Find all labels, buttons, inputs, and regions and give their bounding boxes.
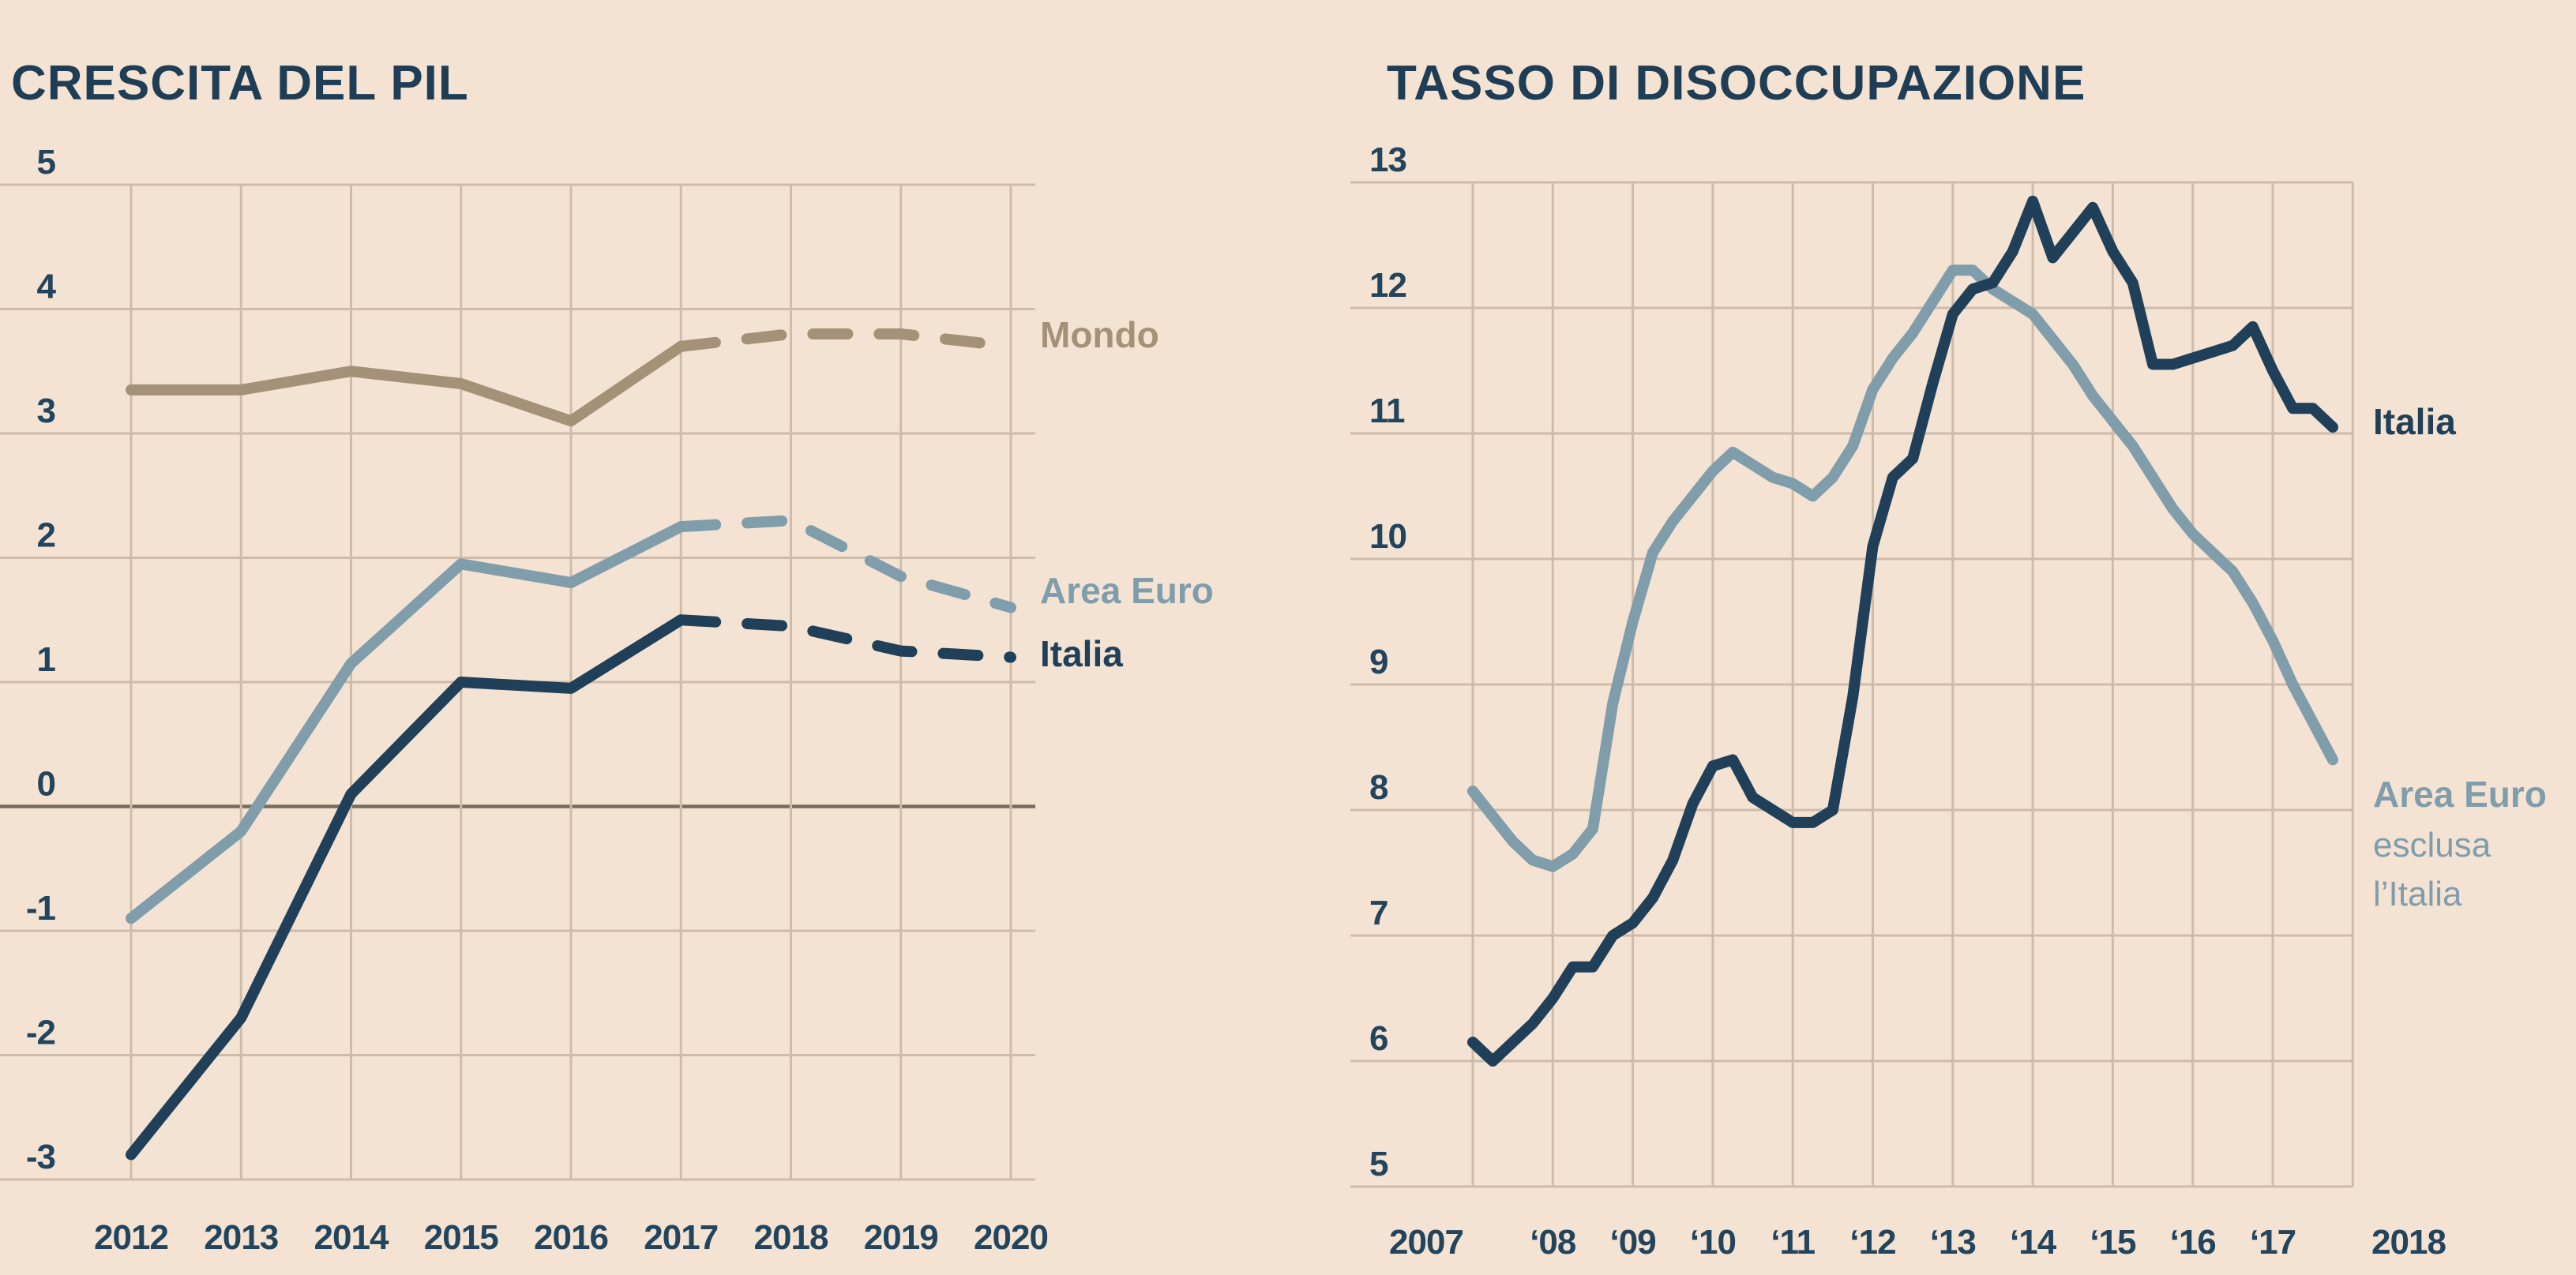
x-tick-label: 2014	[314, 1218, 389, 1257]
series-label-area-euro-unemployment: Area Euro	[2373, 774, 2547, 815]
y-tick-label: 6	[1369, 1019, 1388, 1058]
series-line-forecast-dashed-Mondo	[675, 328, 1016, 352]
y-tick-label: 2	[37, 516, 55, 555]
series-line-solid-Mondo	[126, 340, 687, 427]
series-label-italia-gdp: Italia	[1040, 633, 1123, 674]
y-tick-label: 5	[1369, 1145, 1388, 1183]
x-tick-label: ‘16	[2170, 1223, 2216, 1262]
series-sublabel-esclusa: esclusa	[2373, 826, 2492, 864]
y-tick-label: -2	[26, 1014, 55, 1052]
x-tick-label: ‘10	[1690, 1223, 1736, 1262]
series-line-forecast-dashed-Area Euro	[675, 515, 1016, 613]
chart-title-gdp-growth: CRESCITA DEL PIL	[11, 56, 469, 111]
series-line-forecast-dashed-Italia	[675, 614, 1016, 663]
series-label-area-euro-gdp: Area Euro	[1040, 570, 1214, 611]
series-label-italia-unemployment: Italia	[2373, 401, 2456, 442]
x-tick-label: 2019	[864, 1218, 938, 1257]
y-tick-label: 1	[37, 640, 56, 679]
series-line-Area Euro	[1467, 264, 2338, 872]
series-line-Italia	[1467, 195, 2338, 1067]
chart-title-unemployment-rate: TASSO DI DISOCCUPAZIONE	[1387, 56, 2086, 111]
x-tick-label: ‘13	[1930, 1223, 1976, 1262]
y-tick-label: 7	[1369, 894, 1388, 932]
y-tick-label: 12	[1369, 266, 1406, 305]
x-tick-label: 2016	[534, 1218, 608, 1257]
x-tick-label: 2018	[2371, 1223, 2446, 1262]
x-tick-label: 2012	[94, 1218, 168, 1257]
y-tick-label: 5	[37, 143, 56, 182]
x-tick-label: 2017	[644, 1218, 718, 1257]
series-line-solid-Italia	[126, 614, 687, 1161]
y-tick-label: -1	[26, 889, 56, 928]
y-tick-label: -3	[26, 1138, 55, 1176]
x-tick-label: 2013	[204, 1218, 278, 1257]
y-tick-label: 9	[1369, 643, 1388, 681]
x-tick-label: ‘09	[1610, 1223, 1656, 1262]
x-tick-label: 2015	[424, 1218, 498, 1257]
x-tick-label: ‘11	[1771, 1223, 1815, 1262]
series-sublabel-l-italia: l’Italia	[2373, 875, 2462, 913]
y-tick-label: 10	[1369, 517, 1406, 556]
y-tick-label: 3	[37, 392, 55, 430]
x-tick-label: ‘14	[2010, 1223, 2057, 1262]
x-tick-label: 2020	[974, 1218, 1048, 1257]
x-tick-label: ‘08	[1530, 1223, 1576, 1262]
y-tick-label: 13	[1369, 141, 1406, 179]
series-label-mondo-gdp: Mondo	[1040, 314, 1159, 355]
x-tick-label: ‘17	[2250, 1223, 2296, 1262]
x-tick-label: 2007	[1389, 1223, 1463, 1262]
x-tick-label: 2018	[754, 1218, 828, 1257]
x-tick-label: ‘15	[2090, 1223, 2136, 1262]
series-line-solid-Area Euro	[126, 521, 687, 924]
y-tick-label: 4	[37, 268, 57, 306]
y-tick-label: 11	[1369, 392, 1405, 430]
y-tick-label: 0	[37, 765, 55, 804]
y-tick-label: 8	[1369, 768, 1388, 807]
x-tick-label: ‘12	[1849, 1223, 1895, 1262]
